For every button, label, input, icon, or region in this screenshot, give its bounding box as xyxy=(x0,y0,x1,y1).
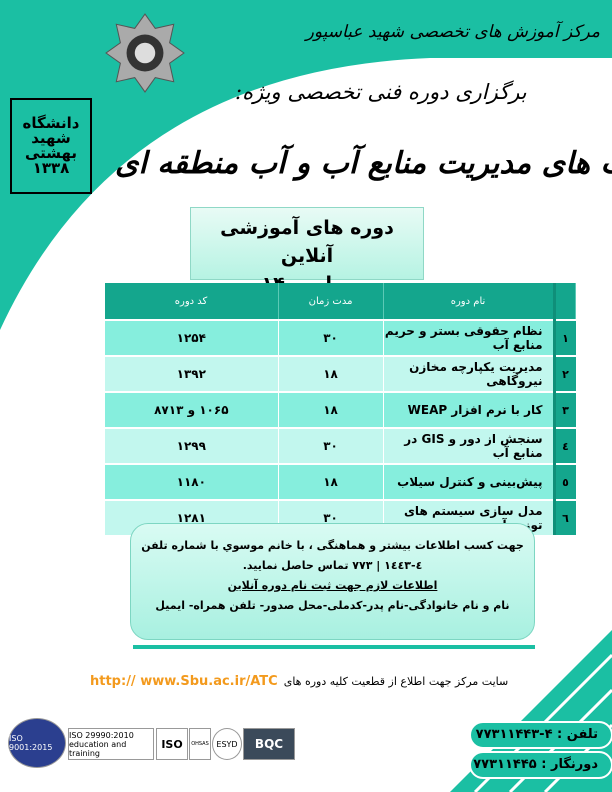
table-header: نام دوره مدت زمان کد دوره xyxy=(104,283,576,320)
row-number: ۱ xyxy=(552,319,576,356)
site-line: سایت مرکز جهت اطلاع از قطعیت کلیه دوره ه… xyxy=(90,674,508,689)
course-code: ۱۲۵۴ xyxy=(104,319,279,356)
table-row: ۲ مدیریت یکپارچه مخازن نیروگاهی ۱۸ ۱۳۹۲ xyxy=(104,355,576,392)
info-line-1: جهت کسب اطلاعات بیشتر و هماهنگی ، با خان… xyxy=(141,539,524,552)
course-duration: ۳۰ xyxy=(277,427,383,464)
university-logo: دانشگاه شهید بهشتی ۱۳۳۸ xyxy=(10,98,92,194)
title-box: دوره های آموزشی آنلاین بهار ۱۴۰۰ xyxy=(190,207,424,295)
title-line-1: دوره های آموزشی آنلاین xyxy=(220,217,394,267)
header-name: نام دوره xyxy=(383,283,555,320)
header-num xyxy=(552,283,576,320)
company-title: شرکت های مدیریت منابع آب و آب منطقه ای xyxy=(115,146,612,181)
table-row: ۱ نظام حقوقی بستر و حریم منابع آب ۳۰ ۱۲۵۴ xyxy=(104,319,576,356)
course-name: پیش‌بینی و کنترل سیلاب xyxy=(382,463,554,500)
fax-number: دورنگار : ۷۷۳۱۱۴۴۵ xyxy=(473,757,598,772)
course-code: ۱۱۸۰ xyxy=(104,463,279,500)
table-row: ٤ سنجش از دور و GIS در منابع آب ۳۰ ۱۲۹۹ xyxy=(104,427,576,464)
row-number: ۳ xyxy=(552,391,576,428)
course-name: کار با نرم افزار WEAP xyxy=(382,391,554,428)
iso-29990-logo: ISO 29990:2010 education and training xyxy=(68,728,154,760)
center-logo-icon xyxy=(105,13,185,93)
esyd-logo: ESYD xyxy=(212,728,242,760)
row-number: ٥ xyxy=(552,463,576,500)
university-logo-text: دانشگاه شهید بهشتی ۱۳۳۸ xyxy=(22,114,80,177)
iso-9001-logo: ISO 9001:2015 xyxy=(8,718,66,768)
row-number: ٤ xyxy=(552,427,576,464)
info-line-3: اطلاعات لازم جهت ثبت نام دوره آنلاین xyxy=(227,579,438,592)
course-duration: ۱۸ xyxy=(277,391,383,428)
header-code: کد دوره xyxy=(104,283,279,320)
table-row: ٥ پیش‌بینی و کنترل سیلاب ۱۸ ۱۱۸۰ xyxy=(104,463,576,500)
row-number: ۲ xyxy=(552,355,576,392)
courses-table: نام دوره مدت زمان کد دوره ۱ نظام حقوقی بس… xyxy=(104,283,576,535)
info-line-2: ٤-۱٤٤۳ | ۷۷۳ تماس حاصل نمایید. xyxy=(242,559,423,572)
phone-number: تلفن : ۴-۷۷۳۱۱۴۴۳ xyxy=(475,727,598,742)
course-name: نظام حقوقی بستر و حریم منابع آب xyxy=(382,319,554,356)
header-duration: مدت زمان xyxy=(278,283,384,320)
iso-14001-logo: ISO xyxy=(156,728,188,760)
course-duration: ۱۸ xyxy=(277,463,383,500)
bqc-logo: BQC xyxy=(243,728,295,760)
row-number: ٦ xyxy=(552,499,576,535)
info-line-4: نام و نام خانوادگی-نام پدر-کدملی-محل صدو… xyxy=(155,599,510,612)
course-code: ۱۲۹۹ xyxy=(104,427,279,464)
course-code: ۱۳۹۲ xyxy=(104,355,279,392)
info-box: جهت کسب اطلاعات بیشتر و هماهنگی ، با خان… xyxy=(130,523,535,640)
center-name: مرکز آموزش های تخصصی شهید عباسپور xyxy=(305,22,600,42)
course-name: سنجش از دور و GIS در منابع آب xyxy=(382,427,554,464)
site-url-link[interactable]: http:// www.Sbu.ac.ir/ATC xyxy=(90,674,278,689)
course-code: ۱۰۶۵ و ۸۷۱۳ xyxy=(104,391,279,428)
site-text: سایت مرکز جهت اطلاع از قطعیت کلیه دوره ه… xyxy=(283,675,509,688)
course-duration: ۱۸ xyxy=(277,355,383,392)
course-duration: ۳۰ xyxy=(277,319,383,356)
subtitle: برگزاری دوره فنی تخصصی ویژه: xyxy=(235,80,527,104)
course-name: مدیریت یکپارچه مخازن نیروگاهی xyxy=(382,355,554,392)
ohsas-logo: OHSAS xyxy=(189,728,211,760)
table-row: ۳ کار با نرم افزار WEAP ۱۸ ۱۰۶۵ و ۸۷۱۳ xyxy=(104,391,576,428)
divider xyxy=(133,645,535,649)
